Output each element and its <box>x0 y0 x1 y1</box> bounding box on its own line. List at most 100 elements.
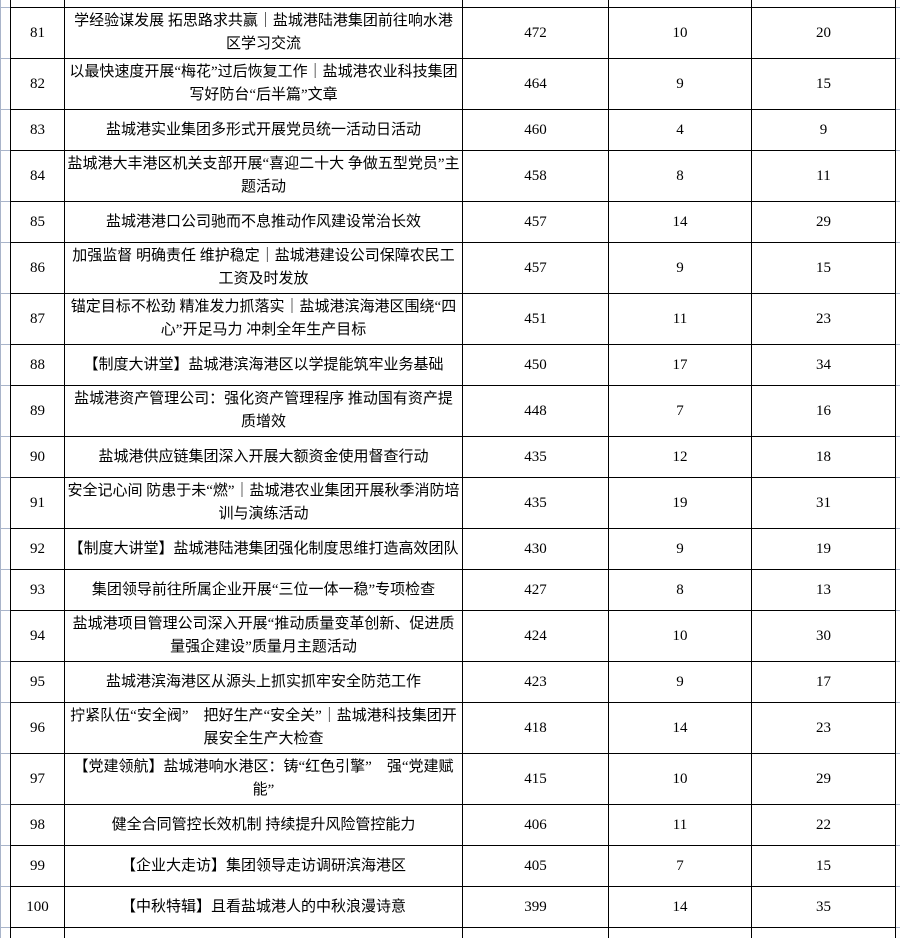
metric1-cell: 418 <box>463 703 609 754</box>
right-gridline-gutter <box>896 202 900 243</box>
metric1-cell: 399 <box>463 887 609 928</box>
left-gridline-gutter <box>0 151 10 202</box>
row-number-cell <box>10 0 65 8</box>
row-number-cell: 97 <box>10 754 65 805</box>
article-title-cell: 以最快速度开展“梅花”过后恢复工作｜盐城港农业科技集团写好防台“后半篇”文章 <box>65 59 463 110</box>
right-gridline-gutter <box>896 754 900 805</box>
metric3-cell: 9 <box>752 110 896 151</box>
article-title-cell: 锚定目标不松劲 精准发力抓落实｜盐城港滨海港区围绕“四心”开足马力 冲刺全年生产… <box>65 294 463 345</box>
metric1-cell: 448 <box>463 386 609 437</box>
article-title-cell: 【企业大走访】集团领导走访调研滨海港区 <box>65 846 463 887</box>
metric2-cell: 8 <box>609 151 752 202</box>
left-gridline-gutter <box>0 8 10 59</box>
table-row: 88 【制度大讲堂】盐城港滨海港区以学提能筑牢业务基础 450 17 34 <box>0 345 900 386</box>
metric1-cell: 415 <box>463 754 609 805</box>
right-gridline-gutter <box>896 151 900 202</box>
metric2-cell: 10 <box>609 8 752 59</box>
right-gridline-gutter <box>896 529 900 570</box>
left-gridline-gutter <box>0 887 10 928</box>
left-gridline-gutter <box>0 846 10 887</box>
metric1-cell: 457 <box>463 202 609 243</box>
row-number-cell: 95 <box>10 662 65 703</box>
left-gridline-gutter <box>0 386 10 437</box>
metric3-cell <box>752 928 896 938</box>
article-title-cell: 集团领导前往所属企业开展“三位一体一稳”专项检查 <box>65 570 463 611</box>
row-number-cell: 92 <box>10 529 65 570</box>
article-title-cell <box>65 0 463 8</box>
article-title-cell: 【中秋特辑】且看盐城港人的中秋浪漫诗意 <box>65 887 463 928</box>
metric2-cell: 14 <box>609 703 752 754</box>
article-title-cell: 盐城港资产管理公司：强化资产管理程序 推动国有资产提质增效 <box>65 386 463 437</box>
article-title-cell: 【党建领航】盐城港响水港区：铸“红色引擎” 强“党建赋能” <box>65 754 463 805</box>
row-number-cell: 83 <box>10 110 65 151</box>
article-title-cell: 盐城港供应链集团深入开展大额资金使用督查行动 <box>65 437 463 478</box>
right-gridline-gutter <box>896 59 900 110</box>
metric2-cell: 8 <box>609 570 752 611</box>
article-title-cell: 健全合同管控长效机制 持续提升风险管控能力 <box>65 805 463 846</box>
row-number-cell: 87 <box>10 294 65 345</box>
row-number-cell: 85 <box>10 202 65 243</box>
article-title-cell: 安全记心间 防患于未“燃”｜盐城港农业集团开展秋季消防培训与演练活动 <box>65 478 463 529</box>
metric3-cell: 29 <box>752 202 896 243</box>
metric2-cell: 14 <box>609 887 752 928</box>
metric1-cell: 464 <box>463 59 609 110</box>
table-body: 81 学经验谋发展 拓思路求共赢｜盐城港陆港集团前往响水港区学习交流 472 1… <box>0 8 900 928</box>
left-gridline-gutter <box>0 0 10 8</box>
partial-row-bottom <box>0 928 900 938</box>
metric1-cell: 427 <box>463 570 609 611</box>
right-gridline-gutter <box>896 478 900 529</box>
article-title-cell: 盐城港滨海港区从源头上抓实抓牢安全防范工作 <box>65 662 463 703</box>
metric2-cell: 4 <box>609 110 752 151</box>
left-gridline-gutter <box>0 928 10 938</box>
metric1-cell: 472 <box>463 8 609 59</box>
row-number-cell: 88 <box>10 345 65 386</box>
metric1-cell <box>463 0 609 8</box>
metric2-cell: 11 <box>609 294 752 345</box>
left-gridline-gutter <box>0 529 10 570</box>
metric3-cell: 34 <box>752 345 896 386</box>
article-title-cell: 【制度大讲堂】盐城港滨海港区以学提能筑牢业务基础 <box>65 345 463 386</box>
right-gridline-gutter <box>896 0 900 8</box>
right-gridline-gutter <box>896 110 900 151</box>
right-gridline-gutter <box>896 703 900 754</box>
table-row: 97 【党建领航】盐城港响水港区：铸“红色引擎” 强“党建赋能” 415 10 … <box>0 754 900 805</box>
article-title-cell: 【制度大讲堂】盐城港陆港集团强化制度思维打造高效团队 <box>65 529 463 570</box>
table-row: 98 健全合同管控长效机制 持续提升风险管控能力 406 11 22 <box>0 805 900 846</box>
left-gridline-gutter <box>0 243 10 294</box>
metric3-cell: 15 <box>752 59 896 110</box>
metric3-cell: 13 <box>752 570 896 611</box>
right-gridline-gutter <box>896 437 900 478</box>
right-gridline-gutter <box>896 928 900 938</box>
metric2-cell: 9 <box>609 662 752 703</box>
metric2-cell <box>609 0 752 8</box>
row-number-cell: 89 <box>10 386 65 437</box>
table-row: 93 集团领导前往所属企业开展“三位一体一稳”专项检查 427 8 13 <box>0 570 900 611</box>
metric2-cell: 9 <box>609 529 752 570</box>
row-number-cell: 99 <box>10 846 65 887</box>
metric1-cell: 405 <box>463 846 609 887</box>
metric1-cell: 430 <box>463 529 609 570</box>
left-gridline-gutter <box>0 345 10 386</box>
row-number-cell: 90 <box>10 437 65 478</box>
row-number-cell: 86 <box>10 243 65 294</box>
row-number-cell: 84 <box>10 151 65 202</box>
right-gridline-gutter <box>896 846 900 887</box>
row-number-cell <box>10 928 65 938</box>
right-gridline-gutter <box>896 294 900 345</box>
article-title-cell: 盐城港项目管理公司深入开展“推动质量变革创新、促进质量强企建设”质量月主题活动 <box>65 611 463 662</box>
table-row: 94 盐城港项目管理公司深入开展“推动质量变革创新、促进质量强企建设”质量月主题… <box>0 611 900 662</box>
left-gridline-gutter <box>0 703 10 754</box>
metric3-cell: 23 <box>752 294 896 345</box>
article-title-cell: 学经验谋发展 拓思路求共赢｜盐城港陆港集团前往响水港区学习交流 <box>65 8 463 59</box>
metric3-cell: 35 <box>752 887 896 928</box>
metric3-cell <box>752 0 896 8</box>
table-row: 83 盐城港实业集团多形式开展党员统一活动日活动 460 4 9 <box>0 110 900 151</box>
metric3-cell: 15 <box>752 846 896 887</box>
table-row: 84 盐城港大丰港区机关支部开展“喜迎二十大 争做五型党员”主题活动 458 8… <box>0 151 900 202</box>
metric3-cell: 16 <box>752 386 896 437</box>
left-gridline-gutter <box>0 662 10 703</box>
metric3-cell: 18 <box>752 437 896 478</box>
metric2-cell: 17 <box>609 345 752 386</box>
table-row: 91 安全记心间 防患于未“燃”｜盐城港农业集团开展秋季消防培训与演练活动 43… <box>0 478 900 529</box>
metric1-cell: 435 <box>463 437 609 478</box>
